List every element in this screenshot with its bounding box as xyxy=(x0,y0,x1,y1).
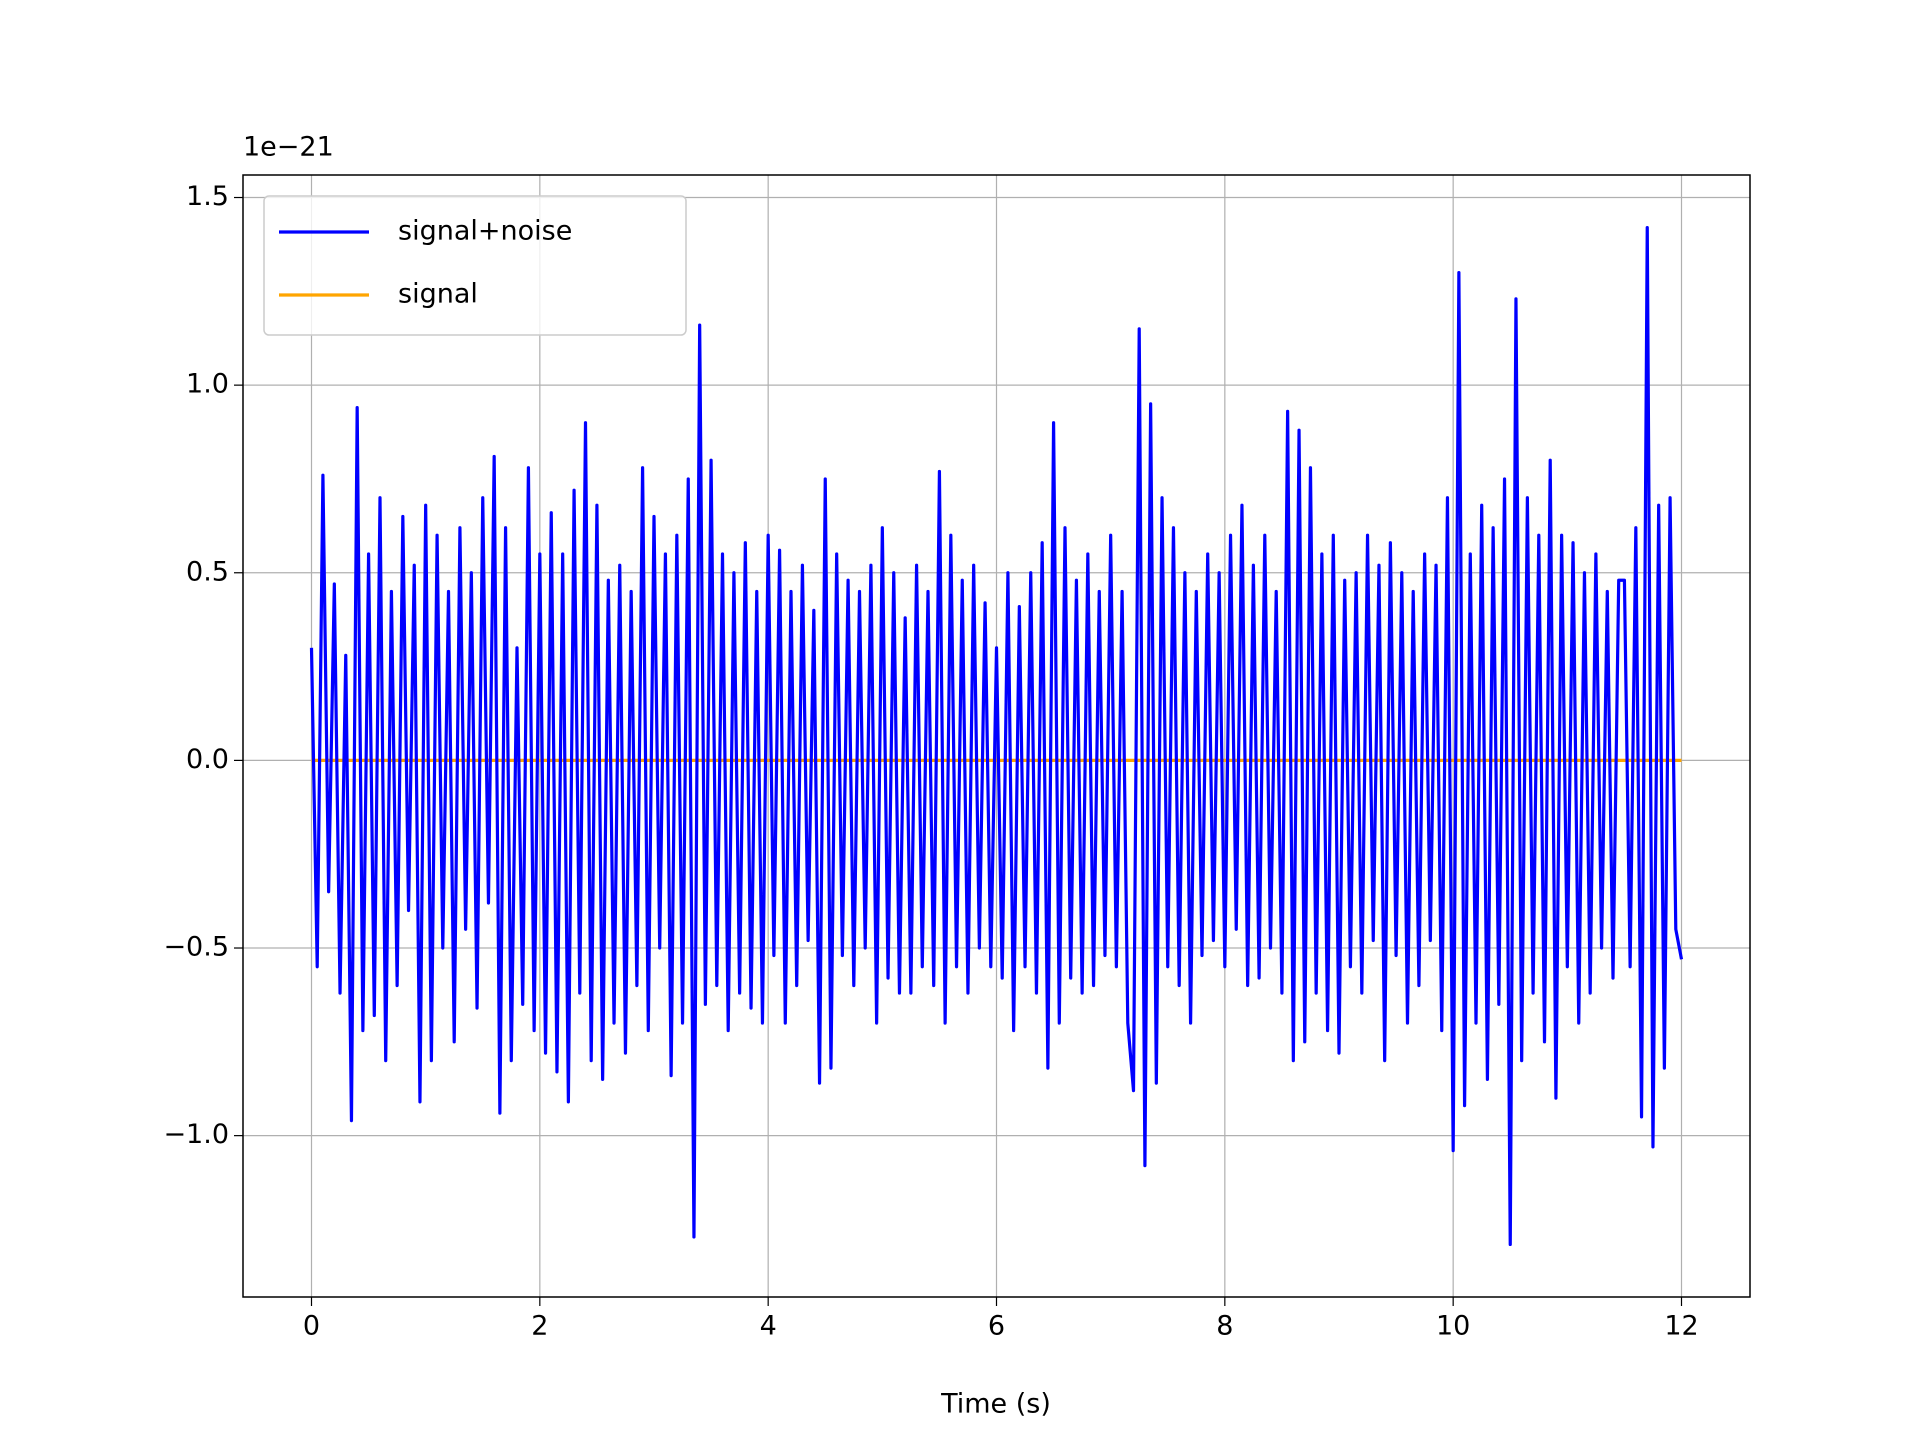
x-tick-label: 2 xyxy=(531,1311,548,1342)
y-tick-label: 0.5 xyxy=(186,556,229,587)
y-tick-label: −1.0 xyxy=(163,1119,229,1150)
y-tick-label: 0.0 xyxy=(186,744,229,775)
legend: signal+noise signal xyxy=(263,195,687,336)
legend-label: signal xyxy=(398,279,478,310)
y-tick-label: −0.5 xyxy=(163,932,229,963)
legend-label: signal+noise xyxy=(398,216,572,247)
x-tick-label: 6 xyxy=(988,1311,1005,1342)
x-tick-label: 0 xyxy=(303,1311,320,1342)
plot-area xyxy=(309,225,1684,1247)
x-tick-label: 12 xyxy=(1664,1311,1698,1342)
x-tick-label: 10 xyxy=(1436,1311,1470,1342)
x-axis-label: Time (s) xyxy=(940,1389,1051,1420)
offset-label: 1e−21 xyxy=(243,132,334,163)
y-tick-label: 1.5 xyxy=(186,181,229,212)
y-tick-label: 1.0 xyxy=(186,369,229,400)
legend-box xyxy=(263,195,687,336)
x-tick-label: 4 xyxy=(760,1311,777,1342)
line-series xyxy=(309,225,1684,1247)
x-tick-label: 8 xyxy=(1216,1311,1233,1342)
